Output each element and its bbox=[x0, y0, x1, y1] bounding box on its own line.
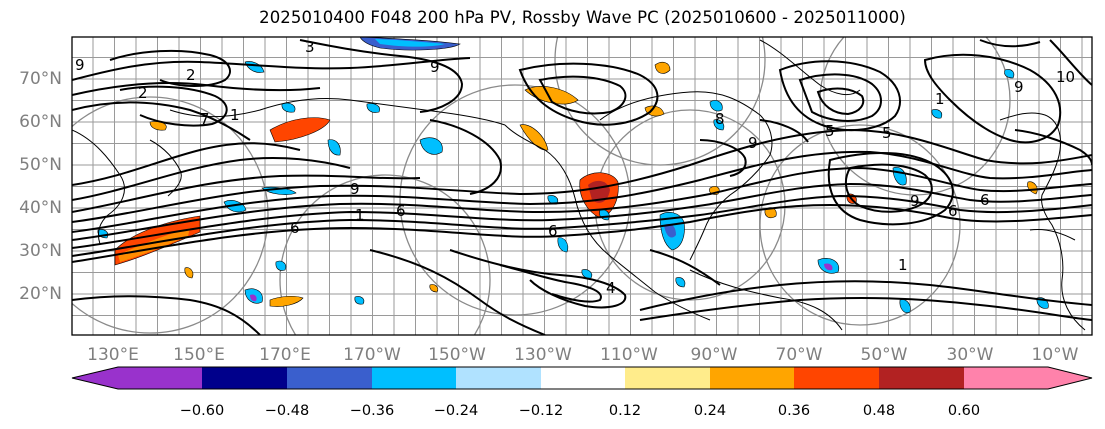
colorbar-segment bbox=[287, 367, 372, 389]
colorbar-outline bbox=[71, 366, 1093, 390]
colorbar-segment bbox=[456, 367, 541, 389]
lat-label-20n: 20°N bbox=[19, 284, 62, 304]
colorbar-extend-min bbox=[72, 367, 118, 389]
lat-label-30n: 30°N bbox=[19, 241, 62, 261]
lon-label-10w: 10°W bbox=[1032, 345, 1079, 365]
lon-label-170e: 170°E bbox=[259, 345, 311, 365]
latitude-labels: 70°N 60°N 50°N 40°N 30°N 20°N bbox=[19, 69, 62, 304]
svg-text:5: 5 bbox=[882, 124, 892, 142]
lat-label-40n: 40°N bbox=[19, 198, 62, 218]
lon-label-150w: 150°W bbox=[428, 345, 486, 365]
svg-text:9: 9 bbox=[350, 180, 360, 198]
svg-text:8: 8 bbox=[715, 110, 725, 128]
svg-text:6: 6 bbox=[396, 202, 406, 220]
longitude-labels: 130°E 150°E 170°E 170°W 150°W 130°W 110°… bbox=[87, 345, 1079, 365]
svg-text:2: 2 bbox=[138, 84, 148, 102]
colorbar-segment bbox=[118, 367, 202, 389]
colorbar-extend-max bbox=[1048, 367, 1092, 389]
svg-text:2: 2 bbox=[186, 66, 196, 84]
svg-text:6: 6 bbox=[548, 222, 558, 240]
colorbar-tick-label: −0.12 bbox=[519, 403, 563, 419]
colorbar: −0.60 −0.48 −0.36 −0.24 −0.12 0.12 0.24 0.36 0.4… bbox=[71, 366, 1093, 419]
svg-text:4: 4 bbox=[606, 279, 616, 297]
pv-contours bbox=[72, 39, 1092, 335]
svg-text:9: 9 bbox=[1014, 78, 1024, 96]
colorbar-segment bbox=[625, 367, 710, 389]
lon-label-110w: 110°W bbox=[600, 345, 658, 365]
lat-label-60n: 60°N bbox=[19, 112, 62, 132]
lat-label-50n: 50°N bbox=[19, 155, 62, 175]
svg-text:1: 1 bbox=[230, 106, 240, 124]
contour-labels: 2 2 3 9 6 1 6 9 7 9 6 4 9 9 5 6 1 9 1 10… bbox=[75, 38, 1075, 297]
svg-text:1: 1 bbox=[898, 256, 908, 274]
lat-label-70n: 70°N bbox=[19, 69, 62, 89]
svg-text:7: 7 bbox=[200, 110, 210, 128]
lon-label-150e: 150°E bbox=[173, 345, 225, 365]
colorbar-tick-label: 0.24 bbox=[694, 403, 726, 419]
colorbar-tick-label: 0.60 bbox=[948, 403, 980, 419]
map-frame bbox=[71, 36, 1093, 336]
lon-label-170w: 170°W bbox=[343, 345, 401, 365]
colorbar-segment bbox=[794, 367, 879, 389]
svg-text:1: 1 bbox=[355, 206, 365, 224]
colorbar-segment bbox=[710, 367, 794, 389]
coastlines bbox=[72, 39, 1086, 331]
colorbar-segment bbox=[372, 367, 456, 389]
svg-text:1: 1 bbox=[935, 90, 945, 108]
svg-text:9: 9 bbox=[748, 134, 758, 152]
colorbar-tick-label: 0.36 bbox=[778, 403, 810, 419]
colorbar-segment bbox=[879, 367, 964, 389]
svg-text:3: 3 bbox=[305, 38, 315, 56]
svg-text:9: 9 bbox=[910, 192, 920, 210]
colorbar-tick-label: −0.60 bbox=[180, 403, 224, 419]
map-title: 2025010400 F048 200 hPa PV, Rossby Wave … bbox=[259, 8, 906, 27]
svg-text:9: 9 bbox=[75, 56, 85, 74]
lon-label-130e: 130°E bbox=[87, 345, 139, 365]
svg-text:6: 6 bbox=[980, 191, 990, 209]
lon-label-30w: 30°W bbox=[947, 345, 994, 365]
colorbar-tick-label: −0.36 bbox=[350, 403, 394, 419]
colorbar-segment bbox=[202, 367, 287, 389]
svg-text:6: 6 bbox=[290, 219, 300, 237]
svg-text:6: 6 bbox=[948, 202, 958, 220]
lon-label-70w: 70°W bbox=[776, 345, 823, 365]
colorbar-tick-label: 0.48 bbox=[863, 403, 895, 419]
lon-label-90w: 90°W bbox=[691, 345, 738, 365]
svg-text:9: 9 bbox=[430, 58, 440, 76]
svg-text:10: 10 bbox=[1056, 68, 1075, 86]
colorbar-segment bbox=[964, 367, 1048, 389]
lon-label-130w: 130°W bbox=[514, 345, 572, 365]
colorbar-tick-label: −0.24 bbox=[434, 403, 478, 419]
colorbar-tick-label: −0.48 bbox=[265, 403, 309, 419]
colorbar-tick-label: 0.12 bbox=[609, 403, 641, 419]
lon-label-50w: 50°W bbox=[861, 345, 908, 365]
colorbar-segment bbox=[541, 367, 625, 389]
svg-text:5: 5 bbox=[825, 122, 835, 140]
